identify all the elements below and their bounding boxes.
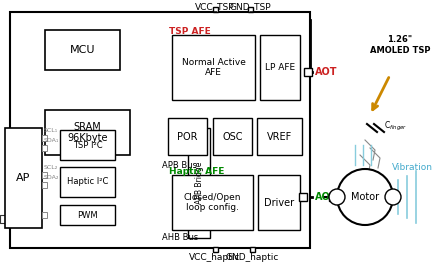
Text: GND_haptic: GND_haptic <box>225 253 279 262</box>
Bar <box>42 145 47 151</box>
Text: Normal Active
AFE: Normal Active AFE <box>181 58 246 77</box>
Bar <box>329 193 336 201</box>
Text: AHB Bus: AHB Bus <box>162 233 198 242</box>
Text: Motor: Motor <box>351 192 379 202</box>
Text: Haptic AFE: Haptic AFE <box>169 167 224 177</box>
Bar <box>213 118 252 155</box>
Text: SRAM
96Kbyte: SRAM 96Kbyte <box>67 122 108 143</box>
Text: OSC: OSC <box>222 131 243 142</box>
Text: SDA₂: SDA₂ <box>44 175 60 180</box>
Text: PWM: PWM <box>77 210 98 219</box>
Circle shape <box>337 169 393 225</box>
Text: GND_TSP: GND_TSP <box>229 2 271 11</box>
Bar <box>257 118 302 155</box>
Text: AOT: AOT <box>315 67 337 77</box>
Text: 1.26"
AMOLED TSP: 1.26" AMOLED TSP <box>370 35 430 55</box>
Bar <box>42 135 47 141</box>
Text: C$_{finger}$: C$_{finger}$ <box>384 119 407 133</box>
Bar <box>60 167 115 197</box>
Text: Closed/Open
loop config.: Closed/Open loop config. <box>184 193 241 212</box>
Bar <box>165 22 305 110</box>
Bar <box>188 128 210 238</box>
Bar <box>172 175 253 230</box>
Circle shape <box>385 189 401 205</box>
Bar <box>165 163 305 238</box>
Text: Driver: Driver <box>264 197 294 208</box>
Text: SCL₁: SCL₁ <box>44 128 58 133</box>
Text: Haptic I²C: Haptic I²C <box>67 177 108 186</box>
Bar <box>42 212 47 218</box>
Text: APB Bus: APB Bus <box>162 161 197 170</box>
Bar <box>60 205 115 225</box>
Text: POR: POR <box>177 131 198 142</box>
Bar <box>45 30 120 70</box>
Bar <box>10 12 310 248</box>
Text: AP: AP <box>16 173 30 183</box>
Bar <box>258 175 300 230</box>
Text: VCC_haptic: VCC_haptic <box>190 253 241 262</box>
Text: TSP AFE: TSP AFE <box>169 26 211 35</box>
Bar <box>260 35 300 100</box>
Text: AOH: AOH <box>315 192 339 202</box>
Bar <box>42 172 47 178</box>
Bar <box>60 130 115 160</box>
Text: TSP I²C: TSP I²C <box>73 140 102 149</box>
Bar <box>45 110 130 155</box>
Bar <box>172 35 255 100</box>
Bar <box>168 118 207 155</box>
Text: SDA₁: SDA₁ <box>44 138 60 143</box>
Text: VCC_TSP: VCC_TSP <box>195 2 235 11</box>
Text: LP AFE: LP AFE <box>265 63 295 72</box>
Circle shape <box>329 189 345 205</box>
Bar <box>299 193 307 201</box>
Bar <box>5 128 42 228</box>
Text: Vibration: Vibration <box>392 163 433 172</box>
Bar <box>212 247 217 252</box>
Bar <box>250 247 254 252</box>
Text: SCL₂: SCL₂ <box>44 165 58 170</box>
Text: MCU: MCU <box>70 45 95 55</box>
Text: APB Bridge: APB Bridge <box>194 162 203 204</box>
Bar <box>247 7 253 12</box>
Bar <box>42 182 47 188</box>
Bar <box>304 68 312 76</box>
Bar <box>212 7 217 12</box>
Text: VREF: VREF <box>267 131 292 142</box>
